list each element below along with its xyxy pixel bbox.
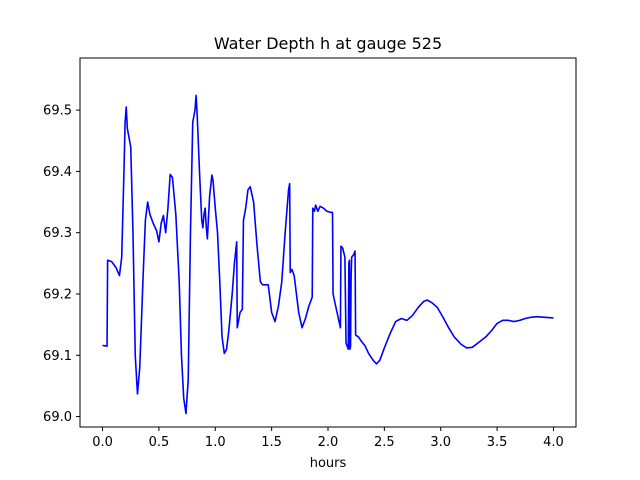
x-tick-label: 3.0 <box>430 435 451 450</box>
y-tick-label: 69.5 <box>43 104 72 119</box>
y-axis-ticks: 69.0 69.1 69.2 69.3 69.4 69.5 <box>43 104 80 425</box>
y-tick-label: 69.4 <box>43 165 72 180</box>
x-axis-label: hours <box>310 456 347 471</box>
x-tick-label: 0.0 <box>92 435 113 450</box>
y-tick-label: 69.1 <box>43 349 72 364</box>
x-tick-label: 3.5 <box>487 435 508 450</box>
plot-area <box>102 94 554 415</box>
x-tick-label: 2.5 <box>374 435 395 450</box>
series-line-0 <box>102 94 554 415</box>
x-tick-label: 0.5 <box>149 435 170 450</box>
y-tick-label: 69.2 <box>43 287 72 302</box>
axes-frame <box>79 57 577 428</box>
x-axis-ticks: 0.0 0.5 1.0 1.5 2.0 2.5 3.0 3.5 4.0 <box>92 427 564 450</box>
x-tick-label: 2.0 <box>318 435 339 450</box>
x-tick-label: 1.0 <box>205 435 226 450</box>
y-tick-label: 69.3 <box>43 226 72 241</box>
y-tick-label: 69.0 <box>43 410 72 425</box>
x-tick-label: 1.5 <box>261 435 282 450</box>
chart-title: Water Depth h at gauge 525 <box>214 34 442 53</box>
x-tick-label: 4.0 <box>543 435 564 450</box>
